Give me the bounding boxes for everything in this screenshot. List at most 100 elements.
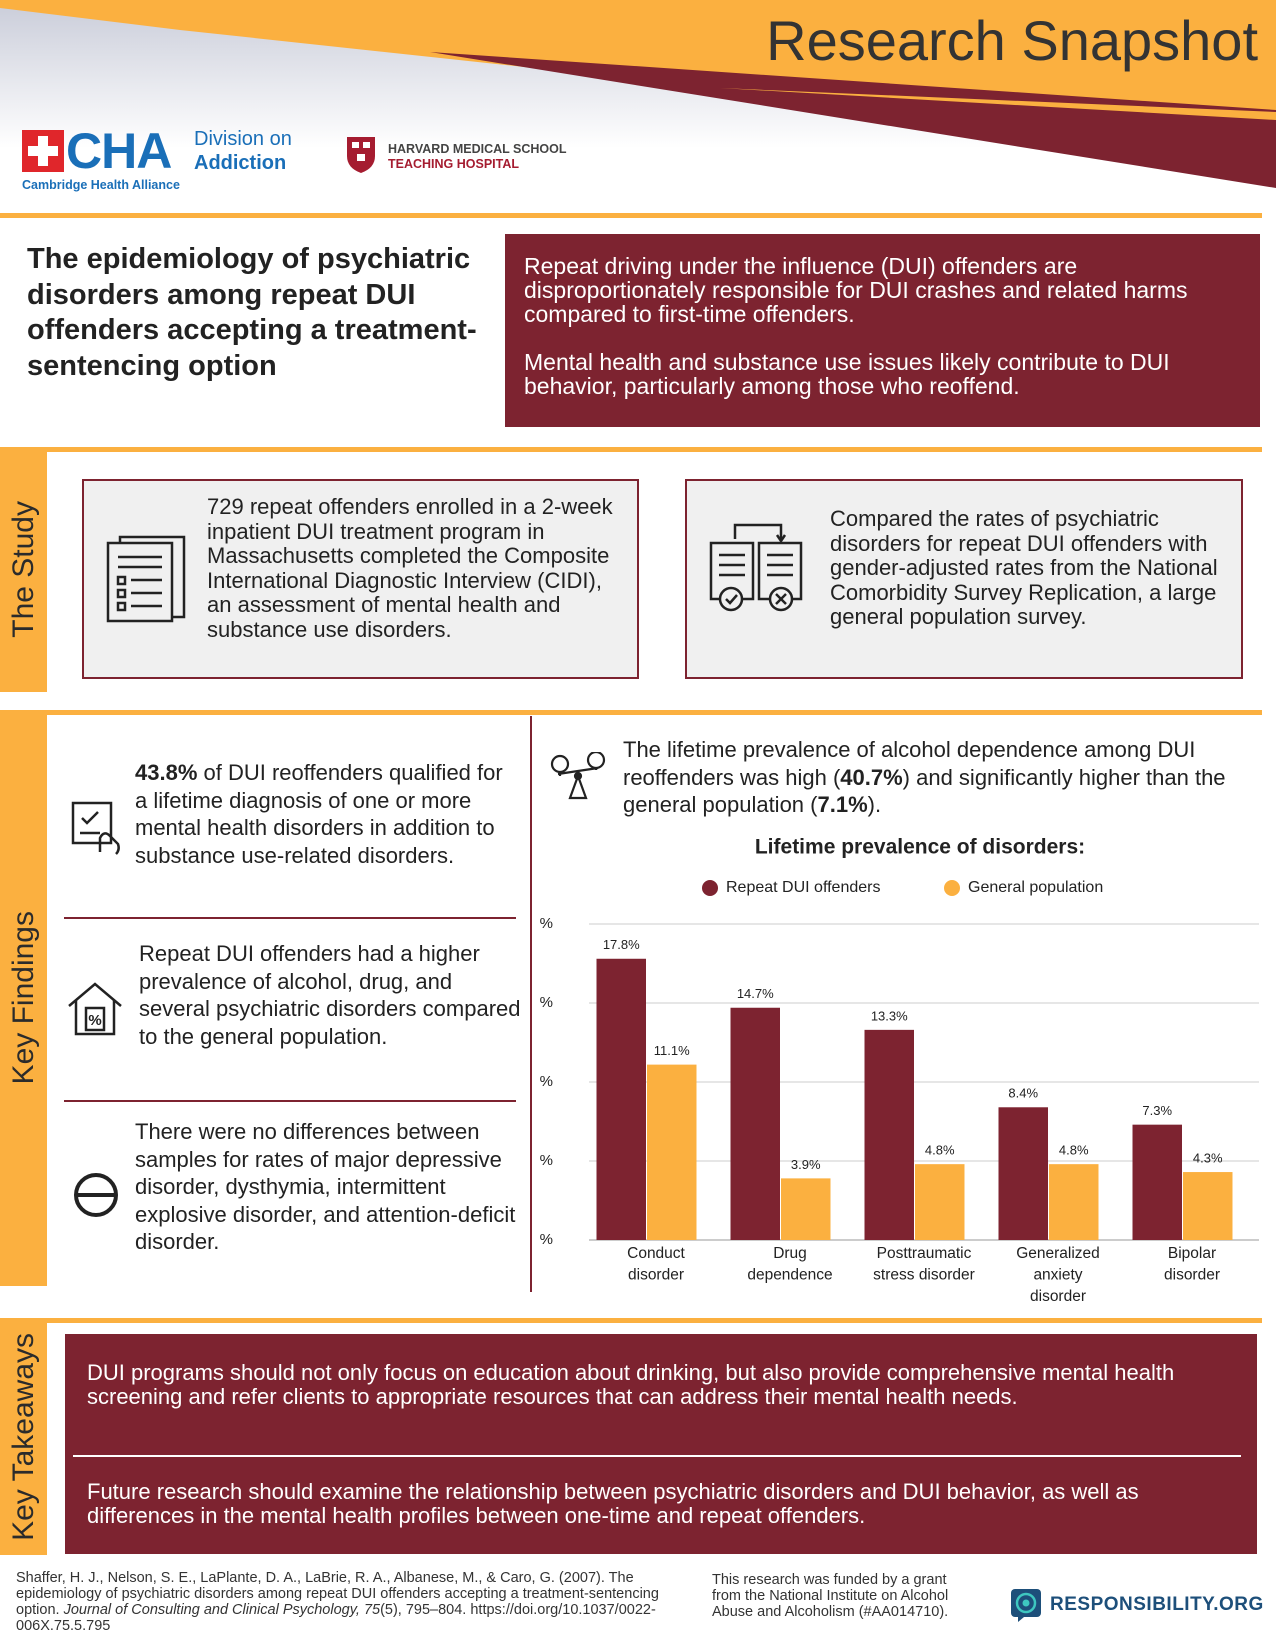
citation-journal: Journal of Consulting and Clinical Psych… [63, 1602, 381, 1618]
no-difference-icon [74, 1173, 118, 1217]
logo-subtitle: Cambridge Health Alliance [22, 178, 180, 192]
value-label: 7.3% [1142, 1103, 1172, 1118]
study-text: 729 repeat offenders enrolled in a 2-wee… [207, 494, 613, 642]
scale-icon [550, 752, 606, 800]
x-tick-label: Posttraumatic stress disorder [873, 1245, 975, 1284]
harvard-shield [347, 137, 375, 173]
text-part: ). [867, 792, 882, 817]
takeaways-box: DUI programs should not only focus on ed… [65, 1334, 1257, 1554]
value-label: 4.3% [1193, 1150, 1223, 1165]
divider [64, 917, 516, 919]
finding-highlight: 43.8% [135, 760, 198, 785]
divider [0, 1318, 1262, 1323]
text-highlight: 40.7% [840, 764, 903, 790]
takeaway-text: Future research should examine the relat… [87, 1479, 1139, 1528]
bar [1049, 1164, 1099, 1240]
study-box: 729 repeat offenders enrolled in a 2-wee… [82, 479, 639, 679]
bar [596, 958, 646, 1240]
section-label: Key Takeaways [6, 1332, 40, 1541]
section-tab: Key Findings [0, 710, 47, 1286]
cha-logo-mark [22, 130, 64, 172]
bar [864, 1029, 914, 1240]
division: Division on [194, 128, 292, 150]
bar [781, 1178, 831, 1240]
legend-label: General population [968, 879, 1103, 896]
y-tick-label: 5% [540, 1152, 553, 1169]
finding-text-part: There were no differences between sample… [135, 1119, 516, 1254]
division-name: Addiction [194, 152, 287, 174]
x-tick-label-line: Generalized [1016, 1245, 1100, 1262]
affiliation-sub: TEACHING HOSPITAL [388, 157, 520, 171]
header-art [0, 0, 1276, 212]
intro-title: The epidemiology of psychiatric disorder… [27, 243, 477, 382]
value-label: 11.1% [654, 1043, 690, 1058]
legend-swatch [944, 880, 960, 896]
divider [530, 716, 532, 1292]
house-percent-icon: % [68, 982, 122, 1036]
bar [998, 1107, 1048, 1240]
documents-icon [106, 535, 186, 623]
intro-paragraph: Repeat driving under the influence (DUI)… [524, 253, 1188, 327]
x-tick-label-line: disorder [1030, 1288, 1086, 1305]
x-tick-label: Conduct disorder [627, 1245, 685, 1284]
citation: Shaffer, H. J., Nelson, S. E., LaPlante,… [16, 1570, 676, 1634]
x-tick-label: Bipolar disorder [1164, 1245, 1220, 1284]
highlight-text: The lifetime prevalence of alcohol depen… [623, 736, 1273, 819]
bar [915, 1164, 965, 1240]
finding-text: There were no differences between sample… [135, 1118, 520, 1256]
x-tick-label-line: Posttraumatic [877, 1245, 972, 1262]
text-part: The lifetime prevalence of alcohol depen… [623, 737, 1196, 790]
finding-text-part: of DUI reoffenders qualified for a lifet… [135, 760, 503, 868]
study-text: Compared the rates of psychiatric disord… [830, 506, 1218, 629]
brand: RESPONSIBILITY.ORG [1050, 1594, 1264, 1615]
x-tick-label-line: Conduct [627, 1245, 685, 1262]
divider [0, 447, 1262, 452]
citation-part: Shaffer, H. J., Nelson, S. E., LaPlante,… [16, 1570, 659, 1618]
takeaway-text: DUI programs should not only focus on ed… [87, 1360, 1175, 1409]
x-tick-label-line: Bipolar [1168, 1245, 1216, 1262]
x-tick-label-line: Drug [773, 1245, 807, 1262]
y-tick-label: 0% [540, 1231, 553, 1248]
chart: Lifetime prevalence of disorders: Repeat… [540, 836, 1259, 1305]
affiliation: HARVARD MEDICAL SCHOOL [388, 142, 567, 156]
citation-part: (5), 795–804. https://doi.org/10.1037/00… [16, 1602, 656, 1634]
x-tick-label-line: disorder [1164, 1267, 1220, 1284]
compare-icon [709, 523, 803, 612]
intro-paragraph: Mental health and substance use issues l… [524, 349, 1170, 399]
value-label: 13.3% [871, 1008, 908, 1023]
value-label: 4.8% [1059, 1143, 1089, 1158]
section-tab: Key Takeaways [0, 1318, 47, 1555]
bar [730, 1007, 780, 1240]
x-tick-label-line: stress disorder [873, 1267, 975, 1284]
value-label: 4.8% [925, 1143, 955, 1158]
section-label: Key Findings [6, 911, 40, 1085]
logo-name: CHA [66, 123, 172, 179]
x-tick-label-line: dependence [747, 1267, 832, 1284]
finding-text: Repeat DUI offenders had a higher preval… [139, 940, 524, 1050]
intro-box: Repeat driving under the influence (DUI)… [505, 234, 1260, 427]
svg-text:%: % [88, 1012, 101, 1029]
x-tick-label-line: disorder [628, 1267, 684, 1284]
value-label: 14.7% [737, 986, 774, 1001]
bar [647, 1064, 697, 1240]
study-box: Compared the rates of psychiatric disord… [685, 479, 1243, 679]
finding-text-part: Repeat DUI offenders had a higher preval… [139, 941, 521, 1049]
bar [1183, 1172, 1233, 1240]
section-tab: The Study [0, 447, 47, 692]
checklist-hand-icon [71, 801, 120, 855]
text-part: ) and significantly higher than the gene… [623, 764, 1226, 818]
bar [1132, 1124, 1182, 1240]
finding-text: 43.8% of DUI reoffenders qualified for a… [135, 759, 520, 869]
brand-icon [1011, 1589, 1041, 1622]
page-title: Research Snapshot [766, 9, 1258, 72]
legend-swatch [702, 880, 718, 896]
funding: This research was funded by a grant from… [712, 1572, 949, 1620]
divider [0, 710, 1262, 715]
text-highlight: 7.1% [817, 792, 868, 817]
legend-label: Repeat DUI offenders [726, 879, 880, 896]
chart-title: Lifetime prevalence of disorders: [755, 836, 1085, 859]
y-tick-label: 20% [540, 915, 553, 932]
y-tick-label: 10% [540, 1073, 553, 1090]
value-label: 3.9% [791, 1157, 821, 1172]
